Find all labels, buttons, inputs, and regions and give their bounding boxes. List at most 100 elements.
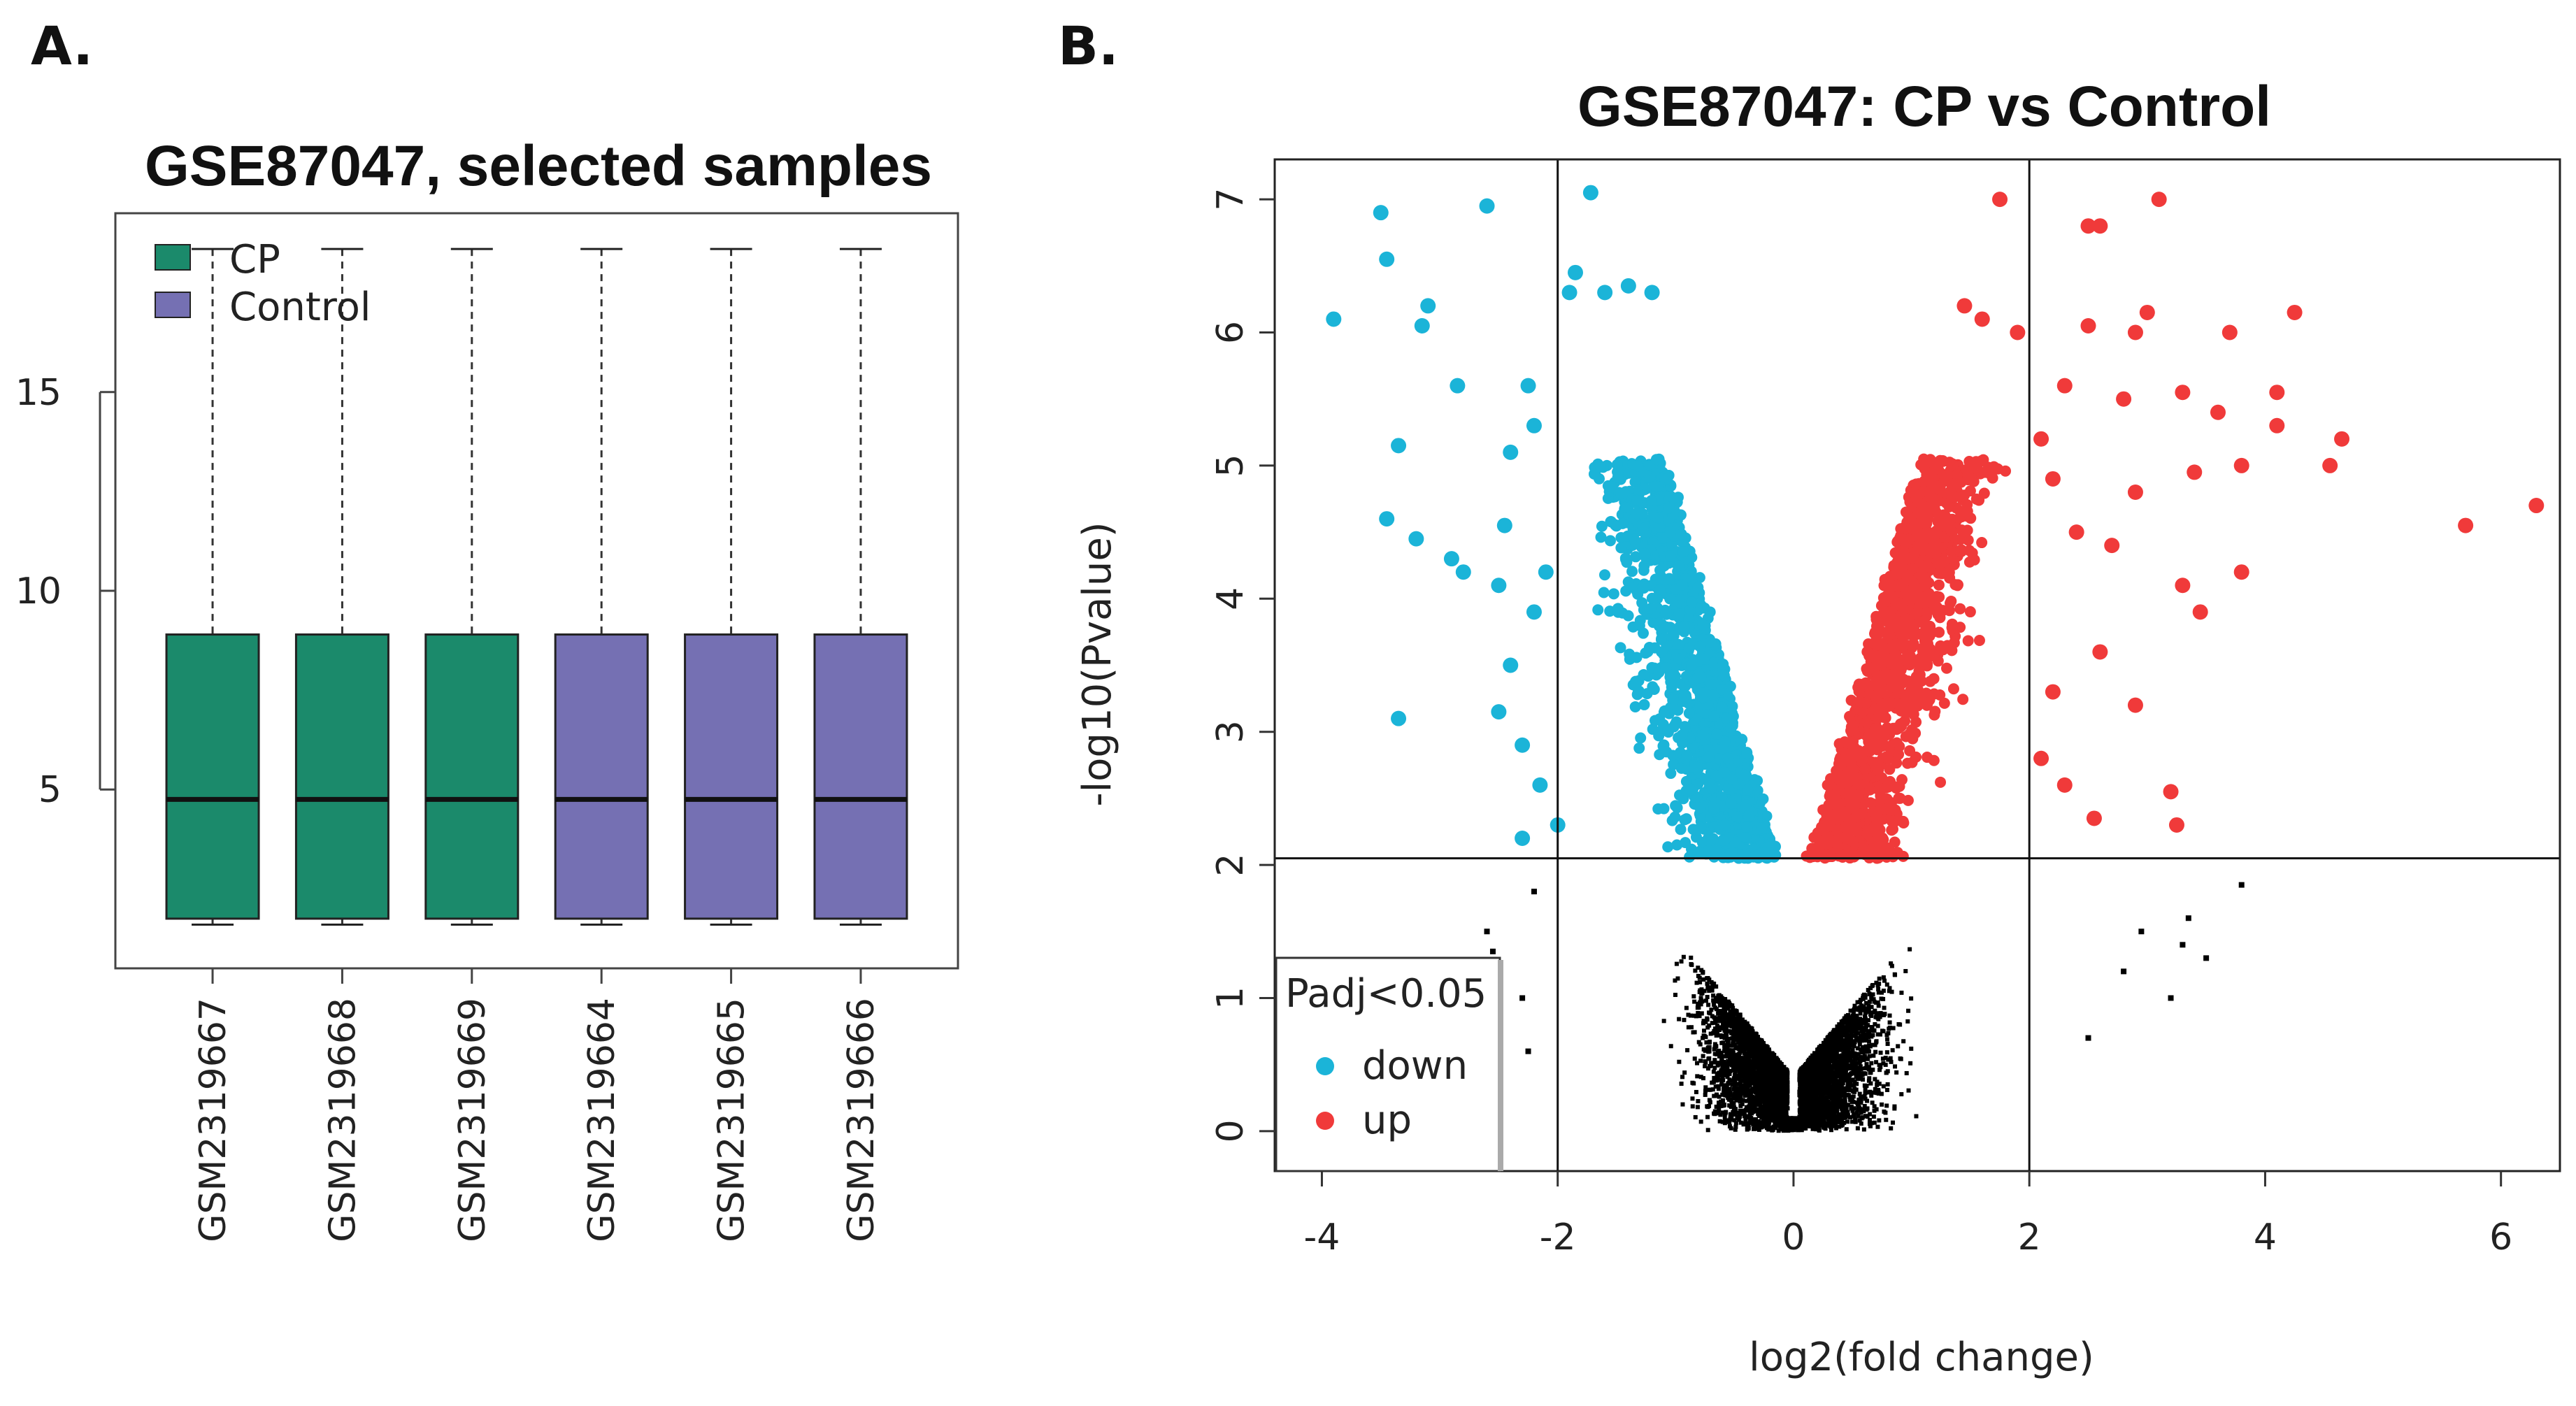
point-ns [1752, 1055, 1756, 1060]
point-ns [1875, 1124, 1880, 1129]
point-ns [1717, 1015, 1722, 1020]
point-ns [1914, 1114, 1919, 1119]
point-ns [1883, 1056, 1888, 1061]
point-ns [1704, 1040, 1709, 1045]
point-ns [1810, 1079, 1815, 1084]
x-tick-label: GSM2319669 [452, 998, 494, 1242]
point-ns [1820, 1087, 1825, 1092]
point-ns [1864, 1024, 1869, 1028]
point-ns [1759, 1091, 1764, 1096]
point-ns [1753, 1109, 1758, 1114]
point-ns [1847, 1045, 1852, 1050]
point-ns [1860, 1045, 1865, 1049]
point-ns [1747, 1096, 1752, 1101]
point-ns [1854, 1030, 1859, 1035]
point-ns [1878, 1011, 1883, 1016]
point-ns [1767, 1088, 1772, 1093]
point-ns [1738, 1094, 1743, 1099]
point-ns [1738, 1045, 1743, 1050]
panel-a-letter: A. [31, 15, 93, 77]
point-ns [1730, 1022, 1735, 1027]
point-ns [1826, 1047, 1831, 1052]
point-ns [1829, 1124, 1833, 1128]
point-ns [1752, 1084, 1757, 1089]
point-ns [1889, 989, 1894, 994]
point-ns [1824, 1112, 1829, 1117]
point-ns [1838, 1039, 1843, 1044]
point-ns [1843, 1048, 1848, 1053]
point-ns [1733, 1080, 1738, 1085]
legend-swatch-cp [155, 244, 191, 271]
point-ns [1824, 1105, 1829, 1110]
point-ns [1698, 1075, 1703, 1079]
point-ns [1730, 1003, 1735, 1008]
point-ns [1738, 1091, 1743, 1096]
point-ns [1689, 955, 1694, 960]
point-ns [1854, 1100, 1859, 1105]
point-ns [1735, 1082, 1740, 1086]
point-ns [1871, 997, 1876, 1002]
point-ns [1845, 1093, 1850, 1098]
point-ns [1866, 1049, 1871, 1054]
point-ns [1896, 1044, 1901, 1049]
point-ns [1747, 1065, 1752, 1070]
point-ns [1761, 1067, 1766, 1072]
point-ns [1733, 1069, 1738, 1074]
point-ns [1740, 1069, 1745, 1074]
point-ns [1732, 1012, 1737, 1017]
point-ns [1710, 981, 1715, 986]
point-ns [1838, 1060, 1843, 1065]
point-ns [1747, 1061, 1752, 1066]
point-ns [1847, 1095, 1852, 1100]
point-ns [1823, 1115, 1828, 1120]
point-ns [1822, 1125, 1826, 1130]
point-ns [1712, 999, 1717, 1004]
point-ns [1773, 1093, 1778, 1098]
point-ns [1849, 1106, 1854, 1111]
point-ns [1763, 1093, 1768, 1098]
point-ns [1738, 1110, 1743, 1115]
point-ns [1758, 1105, 1763, 1110]
point-ns [1805, 1069, 1810, 1074]
point-ns [1844, 1040, 1849, 1045]
point-ns [1686, 1025, 1691, 1030]
point-ns [1833, 1096, 1838, 1100]
point-ns [1712, 1015, 1717, 1020]
point-ns [1745, 1041, 1750, 1046]
point-ns [1829, 1072, 1833, 1077]
point-ns [1836, 1104, 1840, 1109]
point-ns [1729, 1117, 1734, 1122]
point-ns [1830, 1047, 1835, 1052]
point-ns [1780, 1113, 1784, 1118]
point-ns [1742, 1108, 1747, 1113]
point-ns [1743, 1086, 1747, 1091]
box-GSM2319665 [684, 248, 779, 926]
point-ns [1856, 1066, 1861, 1070]
point-ns [1738, 1042, 1743, 1047]
point-down [1608, 588, 1619, 600]
point-ns [1703, 1019, 1708, 1024]
point-ns [1849, 1017, 1854, 1022]
point-ns [1811, 1092, 1816, 1097]
point-ns [1777, 1089, 1782, 1094]
point-ns [1776, 1106, 1781, 1111]
point-ns [1876, 987, 1881, 991]
point-ns [1759, 1109, 1763, 1114]
point-ns [1754, 1044, 1759, 1049]
point-ns [1743, 1033, 1748, 1038]
point-ns [1681, 954, 1686, 959]
point-ns [1716, 1009, 1721, 1014]
point-ns [1836, 1098, 1841, 1103]
point-ns [1761, 1064, 1766, 1069]
point-ns [1847, 1028, 1852, 1033]
point-ns [1747, 1088, 1752, 1093]
point-ns [1736, 1040, 1740, 1045]
point-ns [1863, 1091, 1868, 1096]
point-ns [1752, 1075, 1756, 1079]
point-ns [1831, 1057, 1836, 1062]
point-ns [1852, 1070, 1857, 1075]
point-ns [1890, 1048, 1895, 1053]
point-ns [1856, 1077, 1861, 1082]
point-ns [1855, 1126, 1860, 1131]
point-ns [1726, 1029, 1731, 1034]
